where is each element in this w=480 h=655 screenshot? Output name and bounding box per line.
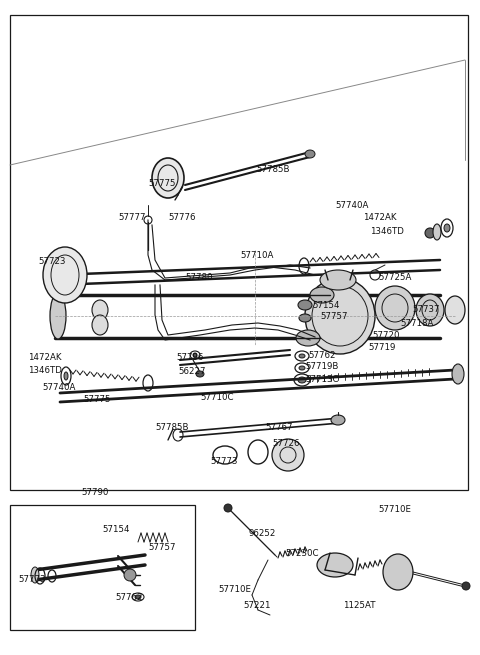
Text: 57230C: 57230C bbox=[285, 548, 319, 557]
Text: 57720: 57720 bbox=[372, 331, 399, 339]
Ellipse shape bbox=[298, 377, 306, 383]
Text: 57740A: 57740A bbox=[42, 383, 75, 392]
Ellipse shape bbox=[425, 228, 435, 238]
Ellipse shape bbox=[433, 224, 441, 240]
Ellipse shape bbox=[196, 371, 204, 377]
Ellipse shape bbox=[445, 296, 465, 324]
Ellipse shape bbox=[299, 314, 311, 322]
Bar bbox=[10, 15, 468, 490]
Text: 57713C: 57713C bbox=[305, 375, 338, 383]
Ellipse shape bbox=[224, 504, 232, 512]
Text: 57790: 57790 bbox=[81, 488, 108, 497]
Ellipse shape bbox=[305, 150, 315, 158]
Text: 1346TD: 1346TD bbox=[28, 365, 62, 375]
Text: 57725A: 57725A bbox=[378, 274, 411, 282]
Text: 1346TD: 1346TD bbox=[370, 227, 404, 236]
Ellipse shape bbox=[272, 439, 304, 471]
Ellipse shape bbox=[135, 595, 141, 599]
Text: 57710E: 57710E bbox=[378, 506, 411, 514]
Text: 57710A: 57710A bbox=[240, 250, 274, 259]
Ellipse shape bbox=[331, 415, 345, 425]
Text: 57776: 57776 bbox=[168, 214, 195, 223]
Ellipse shape bbox=[64, 372, 68, 380]
Ellipse shape bbox=[31, 567, 39, 583]
Ellipse shape bbox=[462, 582, 470, 590]
Ellipse shape bbox=[317, 553, 353, 577]
Text: 96252: 96252 bbox=[248, 529, 276, 538]
Ellipse shape bbox=[305, 278, 375, 354]
Text: 57762: 57762 bbox=[115, 593, 143, 601]
Ellipse shape bbox=[124, 569, 136, 581]
Ellipse shape bbox=[152, 158, 184, 198]
Text: 57773: 57773 bbox=[210, 457, 238, 466]
Text: 57718A: 57718A bbox=[400, 318, 433, 328]
Text: 57757: 57757 bbox=[320, 312, 348, 322]
Text: 57221: 57221 bbox=[243, 601, 271, 610]
Text: 57773: 57773 bbox=[18, 574, 46, 584]
Ellipse shape bbox=[375, 286, 415, 330]
Ellipse shape bbox=[43, 247, 87, 303]
Ellipse shape bbox=[383, 554, 413, 590]
Text: 57737: 57737 bbox=[412, 305, 440, 314]
Ellipse shape bbox=[92, 300, 108, 320]
Text: 57719B: 57719B bbox=[305, 362, 338, 371]
Ellipse shape bbox=[299, 354, 305, 358]
Text: 57796: 57796 bbox=[176, 352, 204, 362]
Text: 57785B: 57785B bbox=[256, 166, 289, 174]
Ellipse shape bbox=[92, 315, 108, 335]
Ellipse shape bbox=[193, 353, 197, 357]
Text: 1472AK: 1472AK bbox=[28, 354, 61, 362]
Ellipse shape bbox=[452, 364, 464, 384]
Ellipse shape bbox=[299, 366, 305, 370]
Text: 57767: 57767 bbox=[265, 422, 292, 432]
Text: 57780: 57780 bbox=[185, 274, 213, 282]
Text: 57775: 57775 bbox=[83, 396, 110, 405]
Text: 57710E: 57710E bbox=[218, 586, 251, 595]
Text: 57154: 57154 bbox=[312, 301, 339, 310]
Text: 57710C: 57710C bbox=[200, 394, 233, 403]
Ellipse shape bbox=[296, 330, 320, 346]
Text: 57757: 57757 bbox=[148, 544, 176, 553]
Text: 57154: 57154 bbox=[102, 525, 130, 534]
Text: 57719: 57719 bbox=[368, 343, 396, 352]
Ellipse shape bbox=[320, 270, 356, 290]
Text: 57777: 57777 bbox=[118, 214, 145, 223]
Bar bbox=[10, 505, 195, 630]
Text: 57726: 57726 bbox=[272, 438, 300, 447]
Text: 1472AK: 1472AK bbox=[363, 214, 396, 223]
Text: 56227: 56227 bbox=[178, 367, 205, 377]
Text: 57723: 57723 bbox=[38, 257, 65, 267]
Text: 1125AT: 1125AT bbox=[343, 601, 375, 610]
Text: 57762: 57762 bbox=[308, 350, 336, 360]
Text: 57775: 57775 bbox=[148, 179, 176, 187]
Ellipse shape bbox=[444, 224, 450, 232]
Ellipse shape bbox=[416, 294, 444, 326]
Text: 57785B: 57785B bbox=[155, 424, 189, 432]
Ellipse shape bbox=[310, 287, 334, 303]
Text: 57740A: 57740A bbox=[335, 200, 368, 210]
Ellipse shape bbox=[50, 293, 66, 339]
Ellipse shape bbox=[298, 300, 312, 310]
